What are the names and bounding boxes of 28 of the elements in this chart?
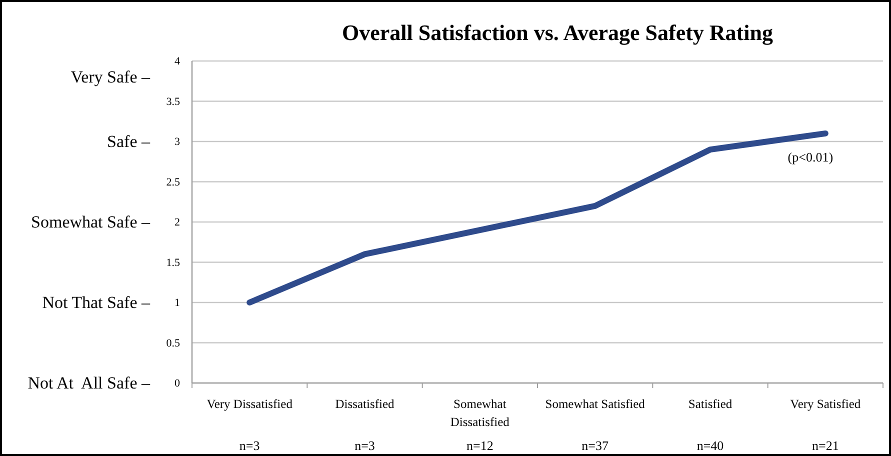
- text: Safe –: [107, 132, 150, 151]
- y-tick-label: 0: [174, 378, 180, 390]
- text: n=40: [696, 438, 724, 453]
- chart-title: Overall Satisfaction vs. Average Safety Rating: [342, 20, 773, 45]
- y-tick-label: 1: [174, 297, 180, 310]
- x-tick-label: Dissatisfied: [335, 397, 396, 411]
- text: n=3: [354, 438, 375, 453]
- y-tick-label: 3: [174, 136, 180, 148]
- text: n=3: [239, 438, 260, 453]
- y-tick-label: 4: [174, 56, 180, 68]
- x-tick-label: Very Dissatisfied: [206, 397, 294, 411]
- text: n=12: [466, 438, 494, 453]
- x-tick-label: Somewhat Dissatisfied: [450, 397, 510, 429]
- x-tick-label: Somewhat Satisfied: [545, 397, 646, 411]
- text: Very Safe –: [70, 68, 150, 87]
- annotation: (p<0.01): [788, 149, 834, 164]
- text: Not At All Safe –: [28, 373, 150, 392]
- y-tick-label: 2.5: [166, 176, 180, 188]
- text: n=21: [812, 438, 839, 453]
- x-tick-label: Satisfied: [688, 397, 733, 411]
- y-tick-label: 0.5: [166, 337, 180, 350]
- text: Not That Safe –: [42, 292, 150, 312]
- y-tick-label: 3.5: [166, 96, 180, 108]
- text: Somewhat Safe –: [31, 212, 150, 232]
- text: n=37: [582, 438, 609, 453]
- y-tick-label: 2: [174, 216, 180, 229]
- x-tick-label: Very Satisfied: [790, 397, 862, 411]
- y-tick-label: 1.5: [166, 256, 180, 269]
